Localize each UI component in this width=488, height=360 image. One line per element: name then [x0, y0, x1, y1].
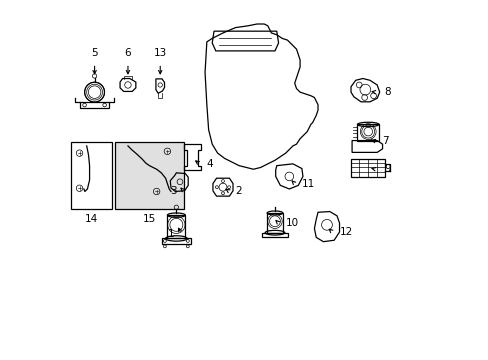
Text: 3: 3: [169, 186, 176, 196]
Text: 5: 5: [91, 48, 98, 58]
Bar: [162, 238, 190, 244]
Text: 10: 10: [285, 218, 298, 228]
Text: 1: 1: [167, 229, 174, 239]
Bar: [167, 215, 185, 238]
Bar: [350, 159, 384, 177]
Bar: [70, 142, 112, 209]
Text: 2: 2: [235, 186, 242, 196]
Bar: [80, 102, 109, 108]
Text: 6: 6: [124, 48, 131, 58]
Text: 13: 13: [153, 48, 166, 58]
Text: 9: 9: [384, 164, 390, 174]
Text: 8: 8: [384, 87, 390, 97]
Text: 7: 7: [382, 136, 388, 145]
Text: 12: 12: [340, 227, 353, 237]
Text: 4: 4: [206, 159, 213, 169]
Bar: [262, 233, 287, 237]
Text: 11: 11: [301, 179, 314, 189]
Bar: [357, 125, 378, 140]
Text: 14: 14: [84, 214, 98, 224]
Bar: [115, 142, 183, 209]
Bar: [266, 213, 282, 233]
Text: 15: 15: [142, 214, 156, 224]
